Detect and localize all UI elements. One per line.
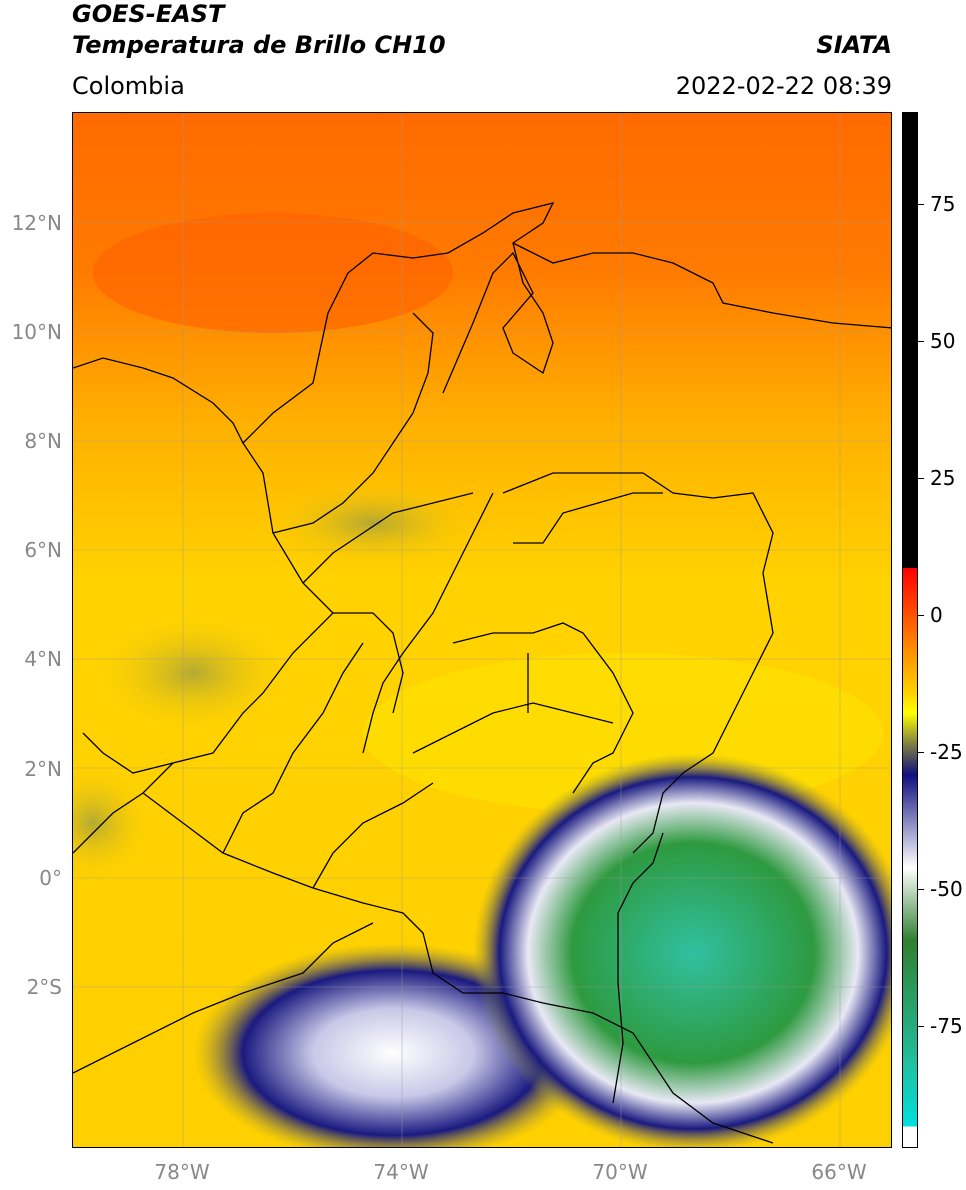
product-title: Temperatura de Brillo CH10 (72, 31, 446, 59)
colorbar-tick-25 (918, 478, 924, 479)
lat-label-10n: 10°N (11, 320, 62, 344)
cloud-patch-west (93, 613, 293, 733)
lat-label-2n: 2°N (24, 757, 62, 781)
lon-label-78w: 78°W (154, 1160, 210, 1184)
colorbar-label-minus25: -25 (930, 740, 963, 764)
graticule (73, 113, 891, 1147)
storm-core (473, 753, 891, 1147)
colorbar-label-75: 75 (930, 192, 956, 216)
lon-label-70w: 70°W (592, 1160, 648, 1184)
lat-label-6n: 6°N (24, 538, 62, 562)
lon-label-66w: 66°W (811, 1160, 867, 1184)
lat-label-0: 0° (39, 866, 62, 890)
colorbar-label-0: 0 (930, 603, 943, 627)
agency-label: SIATA (816, 31, 892, 59)
satellite-map (72, 112, 892, 1148)
region-label: Colombia (72, 72, 185, 100)
lat-label-12n: 12°N (11, 211, 62, 235)
colorbar-label-minus50: -50 (930, 877, 963, 901)
satellite-title: GOES-EAST (72, 0, 225, 28)
colorbar-tick-minus75 (918, 1026, 924, 1027)
colorbar-tick-50 (918, 341, 924, 342)
colorbar-tick-minus25 (918, 752, 924, 753)
lon-label-74w: 74°W (373, 1160, 429, 1184)
lat-label-4n: 4°N (24, 647, 62, 671)
colorbar-tick-minus50 (918, 889, 924, 890)
datetime-label: 2022-02-22 08:39 (675, 72, 892, 100)
colorbar (902, 112, 918, 1148)
colorbar-label-25: 25 (930, 466, 956, 490)
lat-label-2s: 2°S (26, 975, 62, 999)
colorbar-tick-75 (918, 204, 924, 205)
cloud-patch-north (263, 478, 483, 568)
colorbar-tick-0 (918, 615, 924, 616)
cloud-patch-coast (73, 763, 153, 883)
warm-region (93, 213, 453, 333)
lat-label-8n: 8°N (24, 429, 62, 453)
map-image (73, 113, 891, 1147)
colorbar-label-minus75: -75 (930, 1014, 963, 1038)
boundaries (73, 202, 891, 1144)
colorbar-label-50: 50 (930, 329, 956, 353)
